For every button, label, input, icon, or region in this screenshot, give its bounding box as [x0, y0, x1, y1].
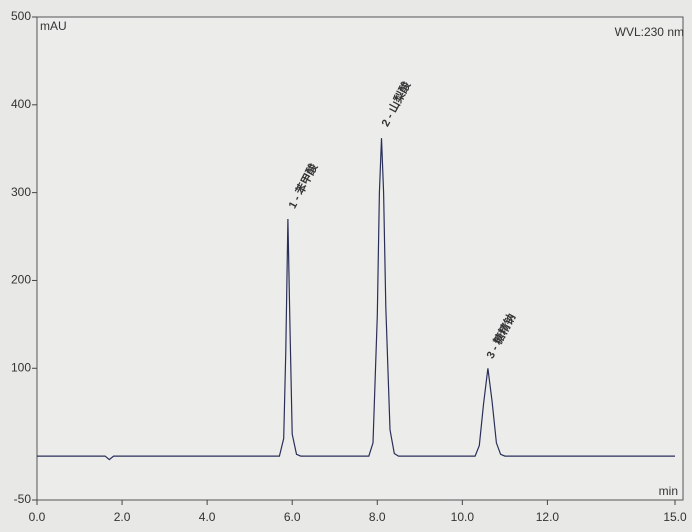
y-tick-label: 100 [11, 360, 31, 374]
x-tick-label: 8.0 [369, 510, 386, 524]
trace [37, 138, 675, 461]
x-axis-label: min [659, 484, 678, 498]
y-tick-label: 300 [11, 185, 31, 199]
y-tick-label: 500 [11, 9, 31, 23]
x-tick-label: 10.0 [451, 510, 475, 524]
y-tick-label: 400 [11, 97, 31, 111]
y-tick-label: -50 [14, 492, 32, 506]
x-tick-label: 12.0 [536, 510, 560, 524]
plot-frame [36, 16, 684, 501]
x-tick-label: 6.0 [284, 510, 301, 524]
y-tick-label: 200 [11, 273, 31, 287]
x-tick-label: 4.0 [199, 510, 216, 524]
x-tick-label: 0.0 [29, 510, 46, 524]
x-tick-label: 15.0 [663, 510, 687, 524]
y-axis-label: mAU [40, 19, 67, 33]
x-tick-label: 2.0 [114, 510, 131, 524]
annotation: WVL:230 nm [615, 25, 684, 39]
